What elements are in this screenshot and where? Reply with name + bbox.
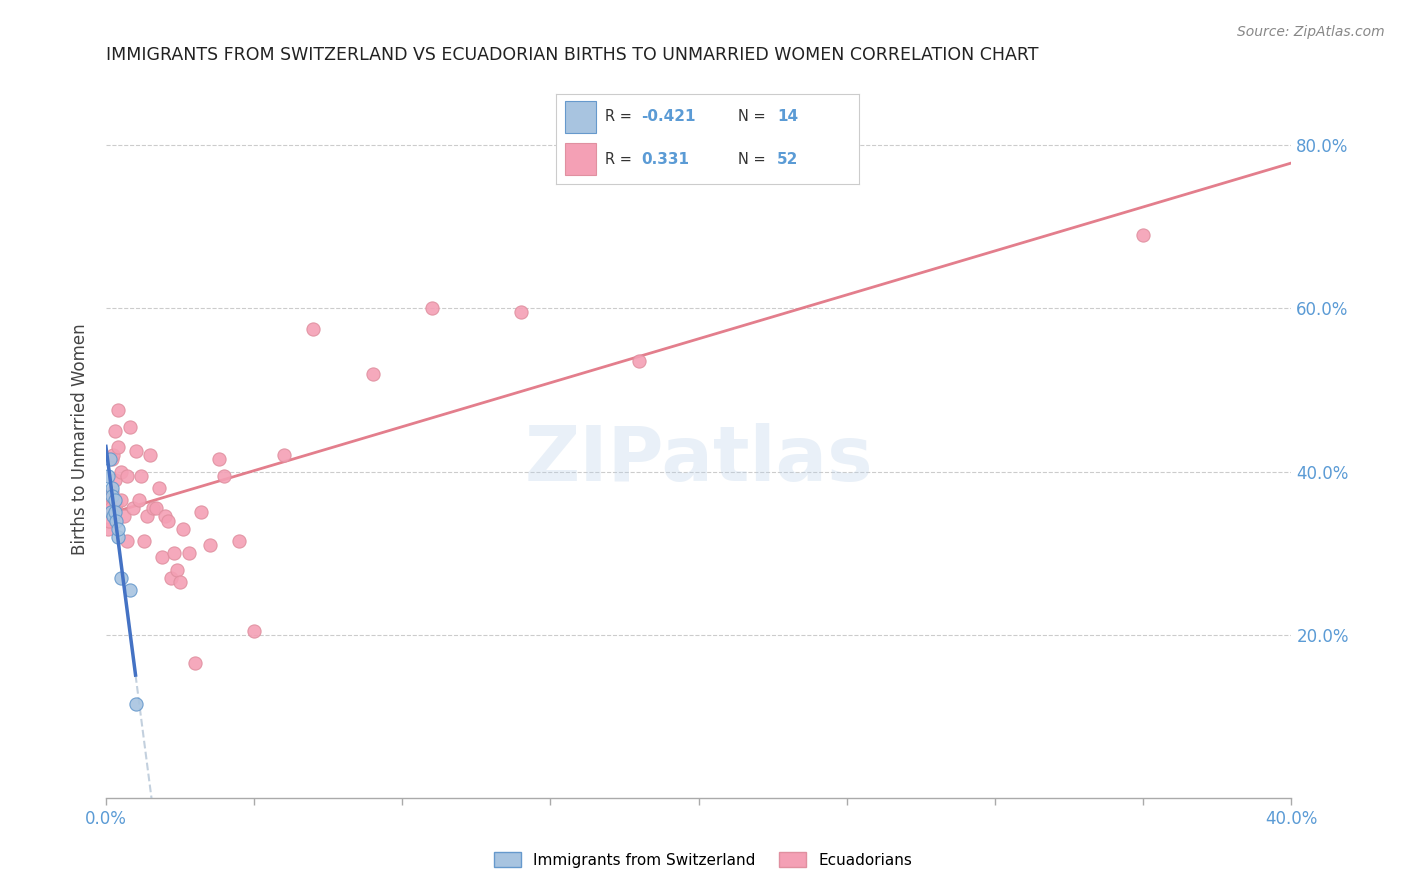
- Point: [124, 444, 146, 458]
- Point: [110, 493, 132, 508]
- Point: [97, 497, 120, 511]
- Point: [509, 305, 531, 319]
- Point: [121, 501, 143, 516]
- Point: [142, 501, 165, 516]
- Text: ZIPatlas: ZIPatlas: [524, 424, 873, 498]
- Point: [131, 468, 153, 483]
- Point: [184, 657, 207, 671]
- Point: [145, 501, 167, 516]
- Point: [100, 501, 122, 516]
- Point: [139, 448, 162, 462]
- Point: [100, 505, 122, 519]
- Point: [104, 473, 127, 487]
- Point: [107, 522, 129, 536]
- Point: [148, 481, 170, 495]
- Point: [105, 497, 128, 511]
- Text: IMMIGRANTS FROM SWITZERLAND VS ECUADORIAN BIRTHS TO UNMARRIED WOMEN CORRELATION : IMMIGRANTS FROM SWITZERLAND VS ECUADORIA…: [105, 46, 1039, 64]
- Point: [101, 452, 124, 467]
- Point: [243, 624, 266, 638]
- Point: [110, 465, 132, 479]
- Point: [115, 468, 138, 483]
- Point: [105, 514, 128, 528]
- Point: [107, 403, 129, 417]
- Point: [101, 489, 124, 503]
- Point: [103, 509, 125, 524]
- Point: [107, 530, 129, 544]
- Text: Source: ZipAtlas.com: Source: ZipAtlas.com: [1237, 25, 1385, 39]
- Point: [128, 493, 150, 508]
- Point: [104, 493, 127, 508]
- Point: [166, 562, 188, 576]
- Point: [420, 301, 443, 316]
- Point: [103, 448, 125, 462]
- Point: [163, 546, 186, 560]
- Point: [361, 367, 384, 381]
- Point: [98, 514, 121, 528]
- Point: [150, 550, 173, 565]
- Y-axis label: Births to Unmarried Women: Births to Unmarried Women: [72, 323, 89, 555]
- Point: [107, 440, 129, 454]
- Point: [110, 571, 132, 585]
- Point: [101, 485, 124, 500]
- Point: [98, 452, 121, 467]
- Point: [273, 448, 295, 462]
- Point: [97, 522, 120, 536]
- Point: [153, 509, 176, 524]
- Point: [228, 533, 250, 548]
- Point: [134, 533, 156, 548]
- Point: [169, 574, 191, 589]
- Point: [172, 522, 194, 536]
- Point: [101, 481, 124, 495]
- Point: [214, 468, 236, 483]
- Point: [104, 424, 127, 438]
- Point: [157, 514, 180, 528]
- Point: [207, 452, 229, 467]
- Point: [124, 698, 146, 712]
- Point: [112, 509, 135, 524]
- Point: [628, 354, 651, 368]
- Point: [97, 468, 120, 483]
- Point: [118, 582, 141, 597]
- Point: [1132, 227, 1154, 242]
- Point: [160, 571, 183, 585]
- Point: [302, 321, 325, 335]
- Point: [98, 489, 121, 503]
- Point: [190, 505, 212, 519]
- Point: [104, 505, 127, 519]
- Point: [136, 509, 159, 524]
- Point: [115, 533, 138, 548]
- Point: [177, 546, 200, 560]
- Legend: Immigrants from Switzerland, Ecuadorians: Immigrants from Switzerland, Ecuadorians: [488, 846, 918, 873]
- Point: [198, 538, 221, 552]
- Point: [118, 419, 141, 434]
